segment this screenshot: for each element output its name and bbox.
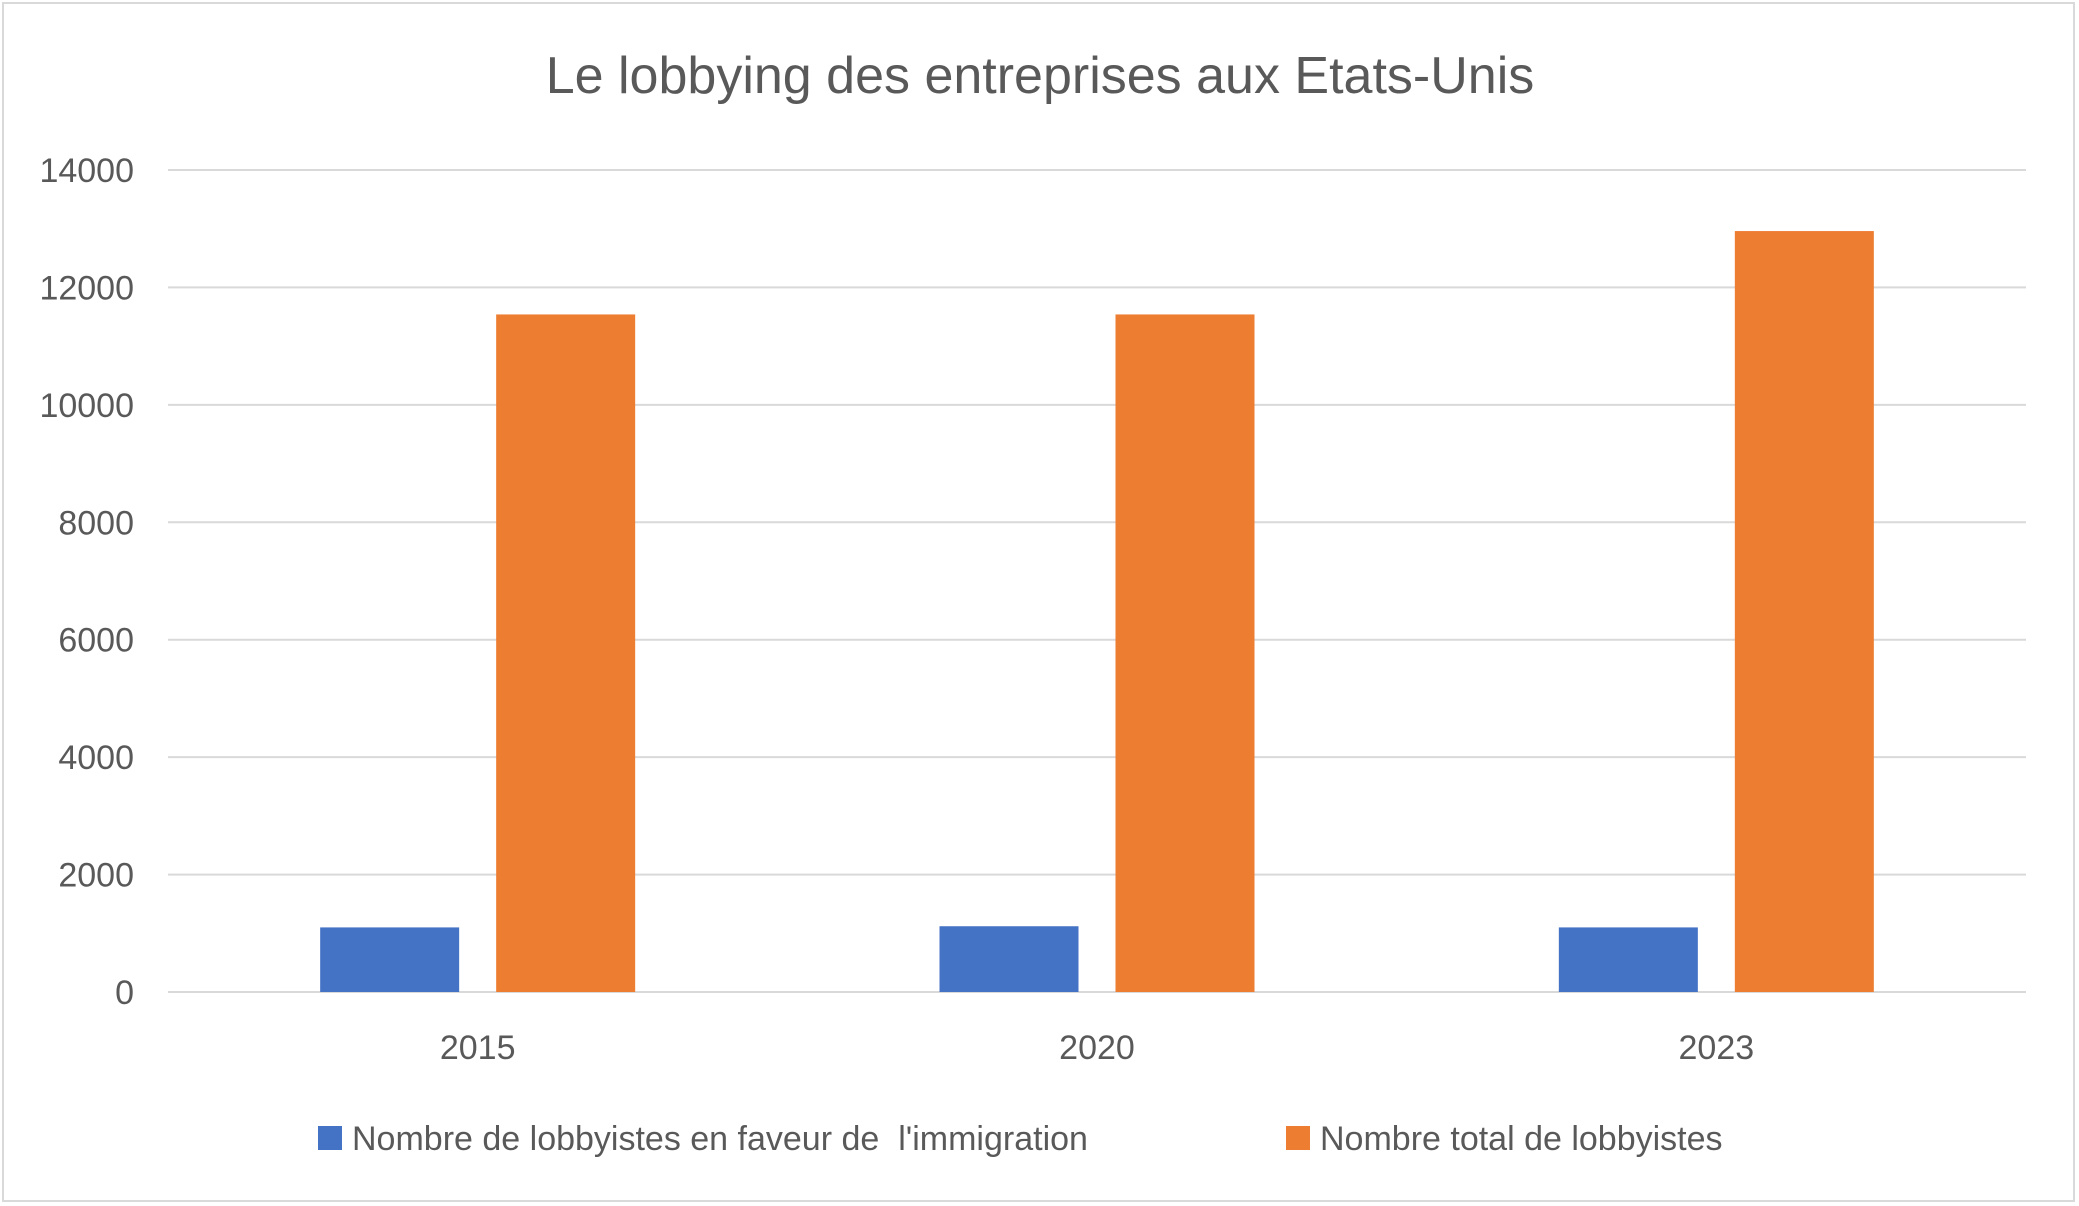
bar-immigration-lobbyists-2015 xyxy=(320,927,460,992)
y-axis-ticks: 0 2000 4000 6000 8000 10000 12000 14000 xyxy=(39,152,134,1012)
y-tick-label: 0 xyxy=(115,974,134,1012)
chart-title: Le lobbying des entreprises aux Etats-Un… xyxy=(546,47,1535,105)
x-tick-label: 2015 xyxy=(440,1029,516,1067)
x-tick-label: 2023 xyxy=(1679,1029,1755,1067)
legend: Nombre de lobbyistes en faveur de l'immi… xyxy=(318,1120,1723,1158)
y-tick-label: 14000 xyxy=(39,152,134,190)
legend-swatch xyxy=(1286,1126,1310,1150)
bar-immigration-lobbyists-2020 xyxy=(939,926,1079,992)
bar-immigration-lobbyists-2023 xyxy=(1558,927,1698,992)
y-tick-label: 2000 xyxy=(58,857,134,895)
y-tick-label: 12000 xyxy=(39,269,134,307)
y-tick-label: 10000 xyxy=(39,387,134,425)
legend-label: Nombre de lobbyistes en faveur de l'immi… xyxy=(352,1120,1088,1158)
y-tick-label: 4000 xyxy=(58,739,134,777)
y-tick-label: 8000 xyxy=(58,504,134,542)
bar-total-lobbyists-2015 xyxy=(496,314,636,992)
bar-total-lobbyists-2020 xyxy=(1115,314,1255,992)
bars xyxy=(320,231,1874,992)
y-tick-label: 6000 xyxy=(58,622,134,660)
bar-total-lobbyists-2023 xyxy=(1734,231,1874,992)
legend-label: Nombre total de lobbyistes xyxy=(1320,1120,1723,1158)
x-axis-ticks: 2015 2020 2023 xyxy=(440,1029,1754,1067)
x-tick-label: 2020 xyxy=(1059,1029,1135,1067)
gridlines xyxy=(168,169,2026,993)
legend-swatch xyxy=(318,1126,342,1150)
